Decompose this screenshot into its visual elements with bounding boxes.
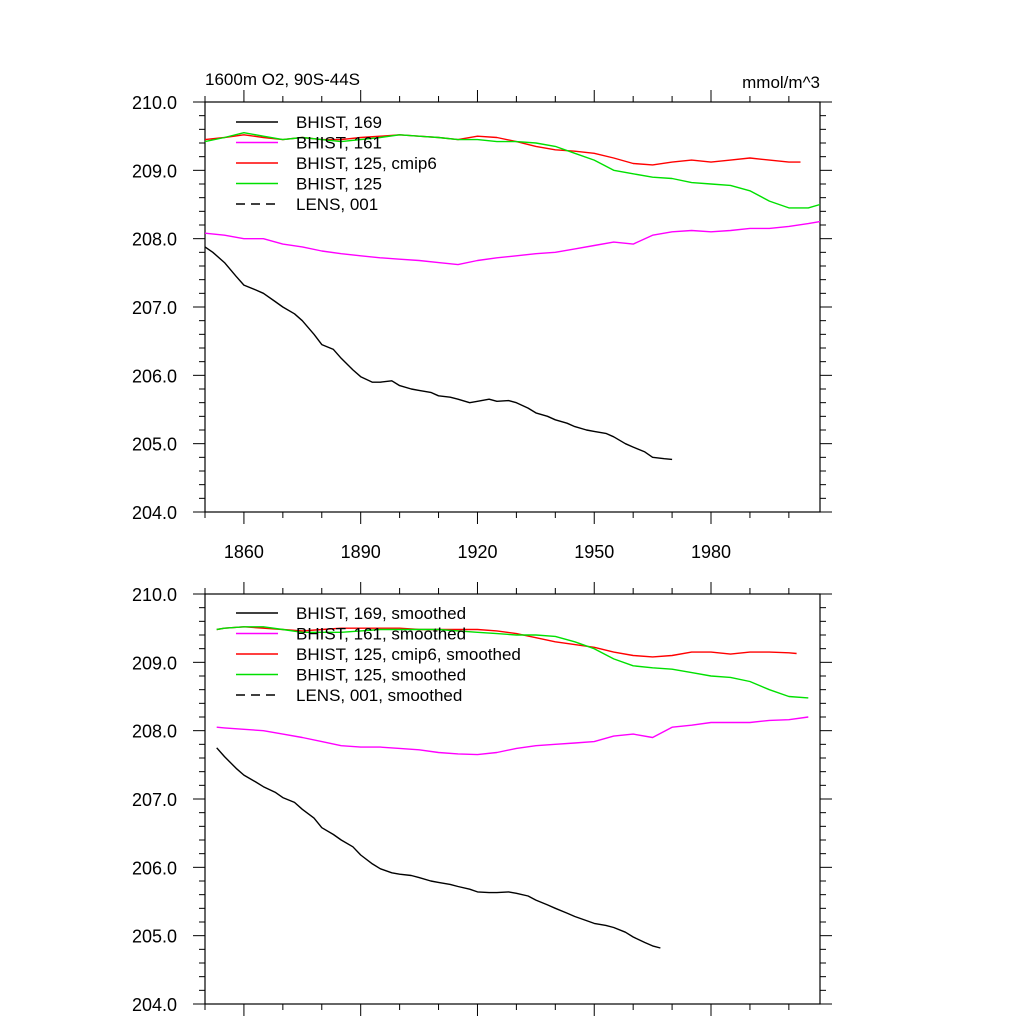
series-line <box>216 626 809 699</box>
series-line <box>204 220 821 266</box>
series-line <box>204 131 821 209</box>
top-panel-title-right: mmol/m^3 <box>742 73 820 92</box>
y-tick-label: 205.0 <box>132 435 177 455</box>
y-tick-label: 206.0 <box>132 858 177 878</box>
y-tick-label: 207.0 <box>132 790 177 810</box>
top-panel: 1600m O2, 90S-44S mmol/m^3 204.0 205.0 206… <box>132 70 832 562</box>
bottom-legend: BHIST, 169, smoothed BHIST, 161, smoothed… <box>236 604 521 705</box>
legend-label: LENS, 001, smoothed <box>296 686 462 705</box>
legend-label: BHIST, 169 <box>296 113 382 132</box>
y-tick-label: 205.0 <box>132 927 177 947</box>
legend-label: BHIST, 169, smoothed <box>296 604 466 623</box>
y-tick-label: 206.0 <box>132 366 177 386</box>
x-tick-label: 1980 <box>691 542 731 562</box>
y-tick-label: 208.0 <box>132 722 177 742</box>
x-tick-label: 1920 <box>457 542 497 562</box>
series-line <box>216 747 661 949</box>
y-tick-label: 209.0 <box>132 161 177 181</box>
top-ticks: 204.0 205.0 206.0 207.0 208.0 209.0 210.0 1860 1… <box>132 90 832 562</box>
legend-label: BHIST, 125, cmip6 <box>296 154 437 173</box>
y-tick-label: 207.0 <box>132 298 177 318</box>
legend-label: BHIST, 125, smoothed <box>296 666 466 685</box>
y-tick-label: 204.0 <box>132 503 177 523</box>
legend-label: BHIST, 161, smoothed <box>296 625 466 644</box>
y-tick-label: 204.0 <box>132 995 177 1015</box>
series-line <box>216 626 797 658</box>
top-panel-title-left: 1600m O2, 90S-44S <box>205 70 360 89</box>
y-tick-label: 210.0 <box>132 585 177 605</box>
y-tick-label: 208.0 <box>132 230 177 250</box>
legend-label: BHIST, 161 <box>296 134 382 153</box>
top-series <box>204 131 821 461</box>
series-line <box>204 246 673 461</box>
x-tick-label: 1890 <box>341 542 381 562</box>
legend-label: BHIST, 125, cmip6, smoothed <box>296 645 521 664</box>
bottom-ticks: 204.0 205.0 206.0 207.0 208.0 209.0 210.0 <box>132 582 832 1016</box>
y-tick-label: 209.0 <box>132 653 177 673</box>
y-tick-label: 210.0 <box>132 93 177 113</box>
series-line <box>204 134 801 166</box>
x-tick-label: 1950 <box>574 542 614 562</box>
legend-label: LENS, 001 <box>296 195 378 214</box>
bottom-series <box>216 626 809 949</box>
legend-label: BHIST, 125 <box>296 175 382 194</box>
series-line <box>216 716 809 756</box>
x-tick-label: 1860 <box>224 542 264 562</box>
bottom-panel: 204.0 205.0 206.0 207.0 208.0 209.0 210.0 BHIS… <box>132 582 832 1016</box>
